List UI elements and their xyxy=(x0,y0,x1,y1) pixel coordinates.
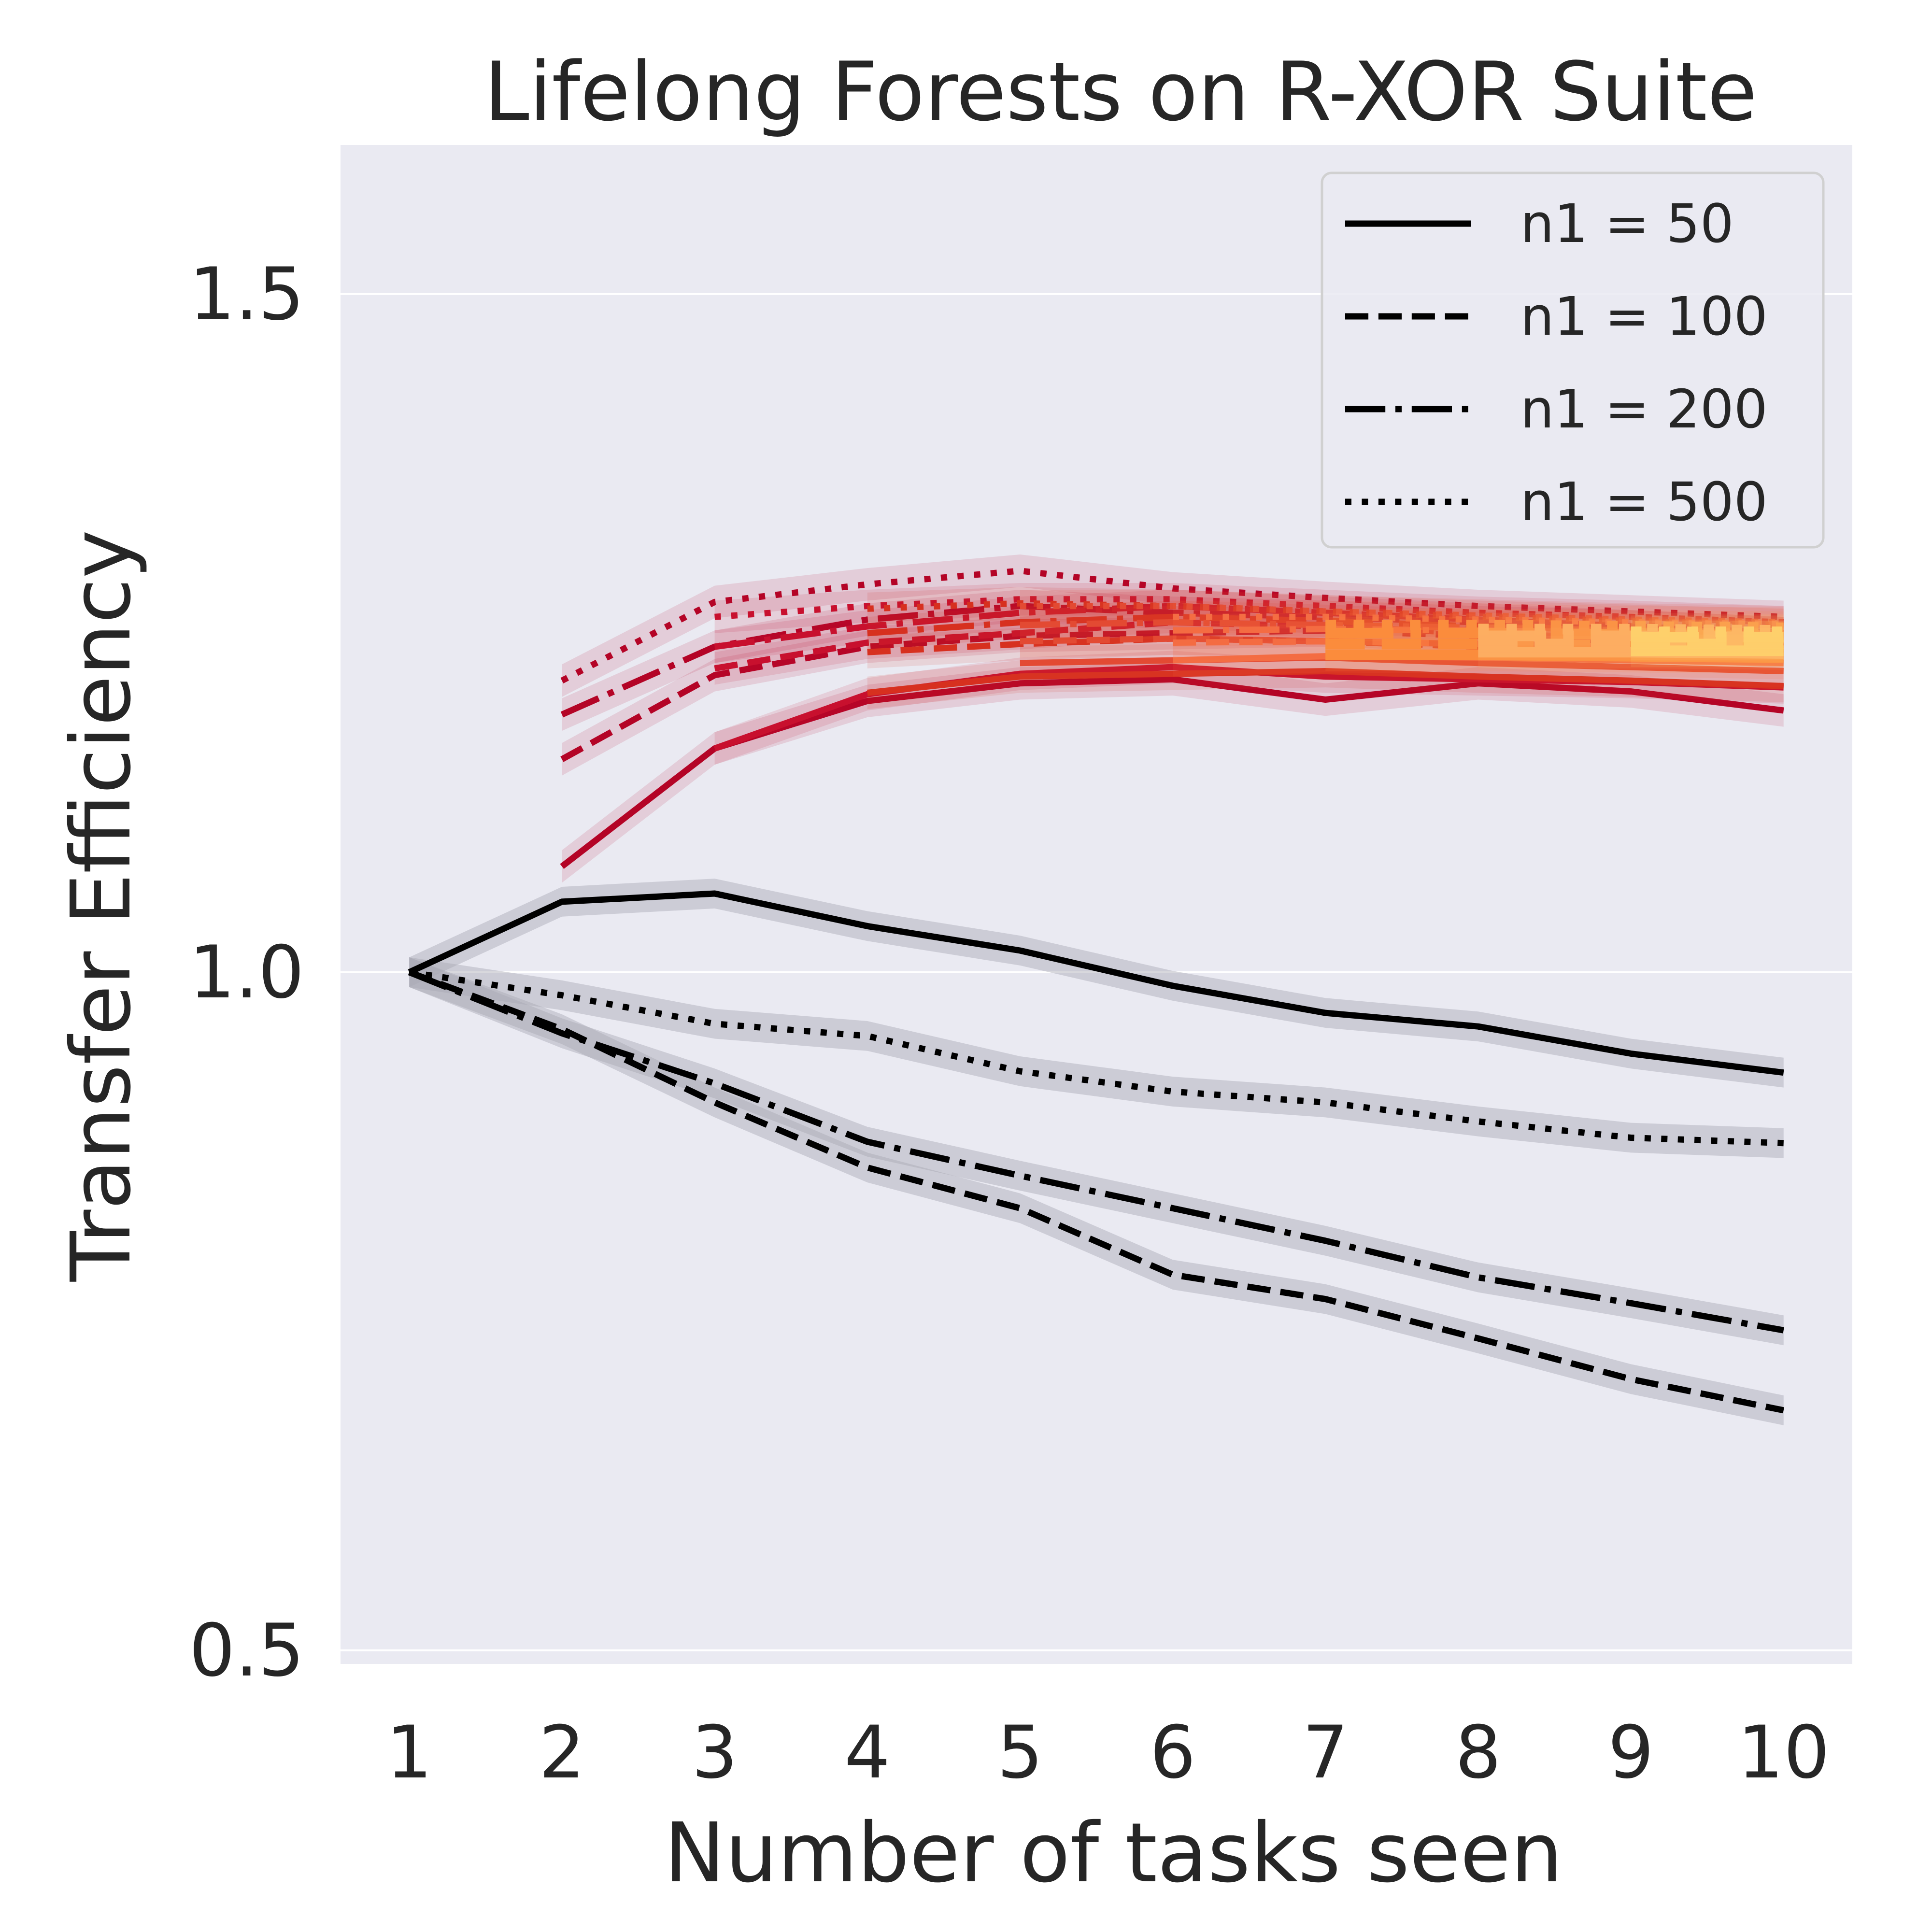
chart-title: Lifelong Forests on R-XOR Suite xyxy=(484,44,1757,139)
task-band xyxy=(867,654,1784,710)
legend-label: n1 = 200 xyxy=(1520,378,1768,440)
task-3-line-dashdot xyxy=(714,603,1784,650)
legend: n1 = 50 n1 = 100 n1 = 200 n1 = 500 xyxy=(1321,171,1825,549)
x-tick-label: 1 xyxy=(386,1711,432,1795)
task-8-line-dotted xyxy=(1478,624,1784,636)
x-tick-labels: 1 2 3 4 5 6 7 8 9 10 xyxy=(386,1711,1830,1795)
main-lines xyxy=(408,890,1785,1414)
task-band xyxy=(1631,615,1784,648)
x-tick-label: 7 xyxy=(1303,1711,1349,1795)
x-tick-label: 9 xyxy=(1608,1711,1654,1795)
legend-items: n1 = 50 n1 = 100 n1 = 200 n1 = 500 xyxy=(1345,193,1768,533)
confidence-band xyxy=(409,879,1784,1088)
legend-label: n1 = 500 xyxy=(1520,471,1768,533)
legend-label: n1 = 100 xyxy=(1520,285,1768,347)
series-line-dashed xyxy=(408,969,1785,1414)
task-3-line-dotted xyxy=(714,596,1784,625)
task-8-line-dashed xyxy=(1478,639,1784,651)
x-tick-label: 8 xyxy=(1455,1711,1501,1795)
task-band xyxy=(562,614,1784,776)
y-tick-label: 0.5 xyxy=(189,1609,304,1693)
x-axis-label: Number of tasks seen xyxy=(664,1805,1563,1901)
x-tick-label: 10 xyxy=(1737,1711,1830,1795)
task-band xyxy=(1478,612,1784,647)
x-tick-label: 3 xyxy=(692,1711,738,1795)
confidence-band xyxy=(409,957,1784,1158)
legend-label: n1 = 50 xyxy=(1520,193,1734,255)
task-5-line-solid xyxy=(1020,654,1784,674)
legend-box xyxy=(1321,171,1825,549)
y-tick-label: 1.0 xyxy=(189,931,304,1015)
task-2-line-dotted xyxy=(560,568,1784,683)
task-lines xyxy=(560,554,1784,883)
x-tick-label: 4 xyxy=(844,1711,890,1795)
task-7-line-dotted xyxy=(1325,620,1784,633)
task-4-line-dashed xyxy=(867,635,1784,657)
x-tick-label: 2 xyxy=(539,1711,585,1795)
task-6-line-dotted xyxy=(1173,613,1784,627)
task-band xyxy=(562,554,1784,697)
x-tick-label: 5 xyxy=(997,1711,1043,1795)
series-line-solid xyxy=(408,890,1784,1076)
y-tick-label: 1.5 xyxy=(189,253,304,337)
confidence-band xyxy=(409,957,1784,1425)
x-tick-label: 6 xyxy=(1150,1711,1195,1795)
y-tick-labels: 0.5 1.0 1.5 xyxy=(189,253,304,1693)
y-axis-label: Transfer Efficiency xyxy=(54,530,149,1282)
task-band xyxy=(714,590,1784,663)
task-4-line-solid xyxy=(867,668,1784,696)
